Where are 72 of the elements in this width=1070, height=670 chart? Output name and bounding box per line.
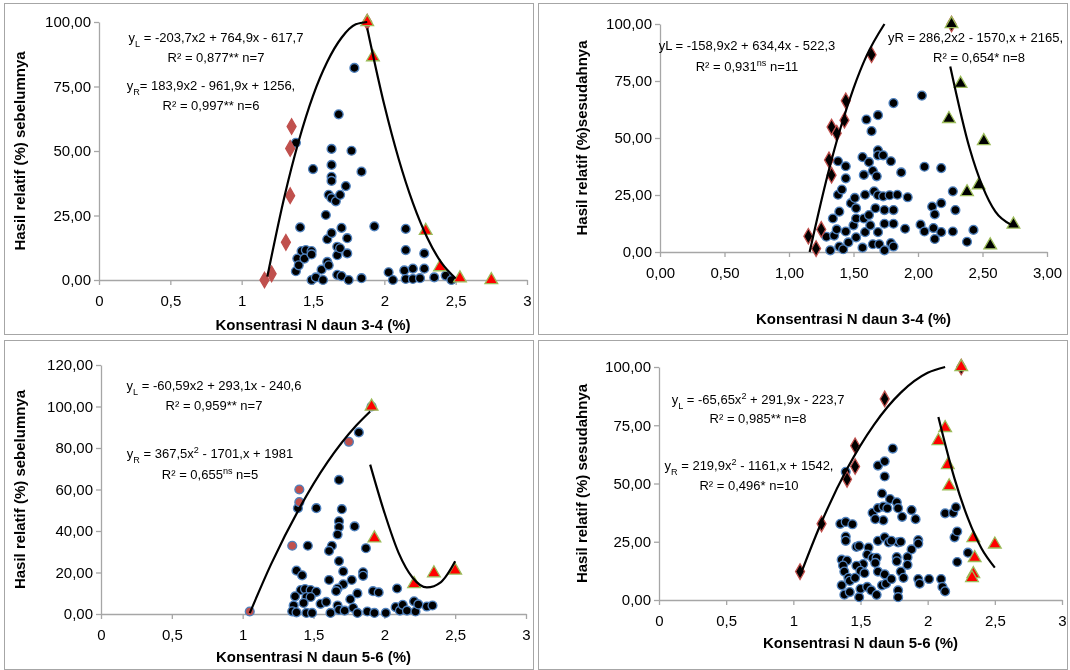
- x-tick-label: 0: [95, 292, 104, 309]
- x-tick-label: 3: [1058, 612, 1067, 629]
- y-tick-label: 100,00: [606, 15, 652, 33]
- x-tick-label: 0: [97, 626, 106, 643]
- y-tick-label: 20,00: [55, 563, 93, 581]
- x-tick-label: 1: [237, 292, 247, 309]
- annotation: R² = 0,959** n=7: [165, 398, 263, 413]
- annotation: y$_{L}$ = -203,7x2 + 764,9x - 617,7: [128, 30, 304, 49]
- annotation: R² = 0,877** n=7: [167, 50, 265, 65]
- x-tick-label: 2,50: [968, 264, 998, 281]
- y-tick-label: 100,00: [605, 358, 651, 376]
- y-tick-label: 25,00: [613, 533, 651, 551]
- x-tick-label: 1,5: [850, 612, 872, 629]
- x-tick-label: 1: [238, 626, 248, 643]
- annotation: R² = 0,931$^{ns}$ n=11: [695, 58, 799, 74]
- x-tick-label: 2: [380, 292, 390, 309]
- y-axis-title: Hasil relatif (%) sebelumnya: [11, 389, 28, 590]
- y-tick-label: 50,00: [613, 474, 651, 492]
- x-tick-label: 2,5: [445, 292, 467, 309]
- y-tick-label: 75,00: [53, 77, 91, 95]
- x-tick-label: 2,5: [984, 612, 1006, 629]
- x-tick-label: 0,5: [160, 292, 182, 309]
- x-tick-label: 3,00: [1032, 264, 1063, 281]
- x-tick-label: 2,5: [445, 626, 467, 643]
- annotation: R² = 0,997** n=6: [162, 98, 260, 113]
- x-tick-label: 3: [523, 292, 532, 309]
- y-tick-label: 60,00: [55, 480, 93, 498]
- x-tick-label: 1,50: [839, 264, 869, 281]
- annotation: y$_{R}$= 183,9x2 - 961,9x + 1256,: [126, 78, 296, 97]
- y-tick-label: 0,00: [622, 243, 652, 261]
- annotation: y$_{R}$ = 219,9x$^{2}$ - 1161,x + 1542,: [664, 457, 834, 477]
- x-tick-label: 2,00: [903, 264, 934, 281]
- y-tick-label: 120,00: [47, 356, 93, 374]
- y-tick-label: 50,00: [614, 129, 652, 147]
- annotation: yL = -158,9x2 + 634,4x - 522,3: [658, 38, 836, 53]
- annotation: R² = 0,496* n=10: [699, 478, 799, 493]
- y-tick-label: 80,00: [55, 439, 93, 457]
- annotation: R² = 0,654* n=8: [933, 50, 1025, 65]
- x-tick-label: 0,5: [161, 626, 183, 643]
- y-tick-label: 40,00: [55, 522, 93, 540]
- x-axis-title: Konsentrasi N daun 3-4 (%): [755, 310, 952, 327]
- annotation: R² = 0,985** n=8: [709, 411, 807, 426]
- x-tick-label: 0,5: [716, 612, 738, 629]
- x-tick-label: 1,5: [303, 292, 324, 309]
- y-tick-label: 75,00: [613, 416, 651, 434]
- y-tick-label: 25,00: [53, 206, 91, 224]
- x-tick-label: 0,00: [645, 264, 676, 281]
- x-axis-title: Konsentrasi N daun 3-4 (%): [215, 316, 411, 333]
- x-tick-label: 1,00: [774, 264, 805, 281]
- y-axis-title: Hasil relatif (%)sesudahnya: [573, 39, 590, 236]
- y-tick-label: 100,00: [45, 13, 91, 31]
- x-tick-label: 2: [923, 612, 933, 629]
- annotation: y$_{L}$ = -60,59x2 + 293,1x - 240,6: [126, 378, 302, 397]
- x-axis-title: Konsentrasi N daun 5-6 (%): [215, 648, 412, 665]
- x-tick-label: 3: [522, 626, 531, 643]
- y-tick-label: 25,00: [614, 186, 652, 204]
- annotation: y$_{L}$ = -65,65x$^{2}$ + 291,9x - 223,7: [671, 391, 845, 411]
- x-tick-label: 1: [789, 612, 799, 629]
- x-axis-title: Konsentrasi N daun 5-6 (%): [762, 634, 959, 651]
- x-tick-label: 2: [380, 626, 390, 643]
- y-axis-title: Hasil relatif (%) sesudahnya: [573, 383, 590, 584]
- x-tick-label: 0: [655, 612, 664, 629]
- x-tick-label: 0,50: [710, 264, 740, 281]
- y-axis-title: Hasil relatif (%) sebelumnya: [11, 50, 28, 251]
- y-tick-label: 100,00: [47, 397, 93, 415]
- annotation: yR = 286,2x2 - 1570,x + 2165,: [888, 30, 1063, 45]
- y-tick-label: 50,00: [53, 142, 91, 160]
- annotation: y$_{R}$ = 367,5x$^{2}$ - 1701,x + 1981: [126, 445, 294, 465]
- annotation: R² = 0,655$^{ns}$ n=5: [161, 466, 259, 482]
- y-tick-label: 75,00: [614, 72, 652, 90]
- y-tick-label: 0,00: [621, 591, 651, 609]
- x-tick-label: 1,5: [303, 626, 325, 643]
